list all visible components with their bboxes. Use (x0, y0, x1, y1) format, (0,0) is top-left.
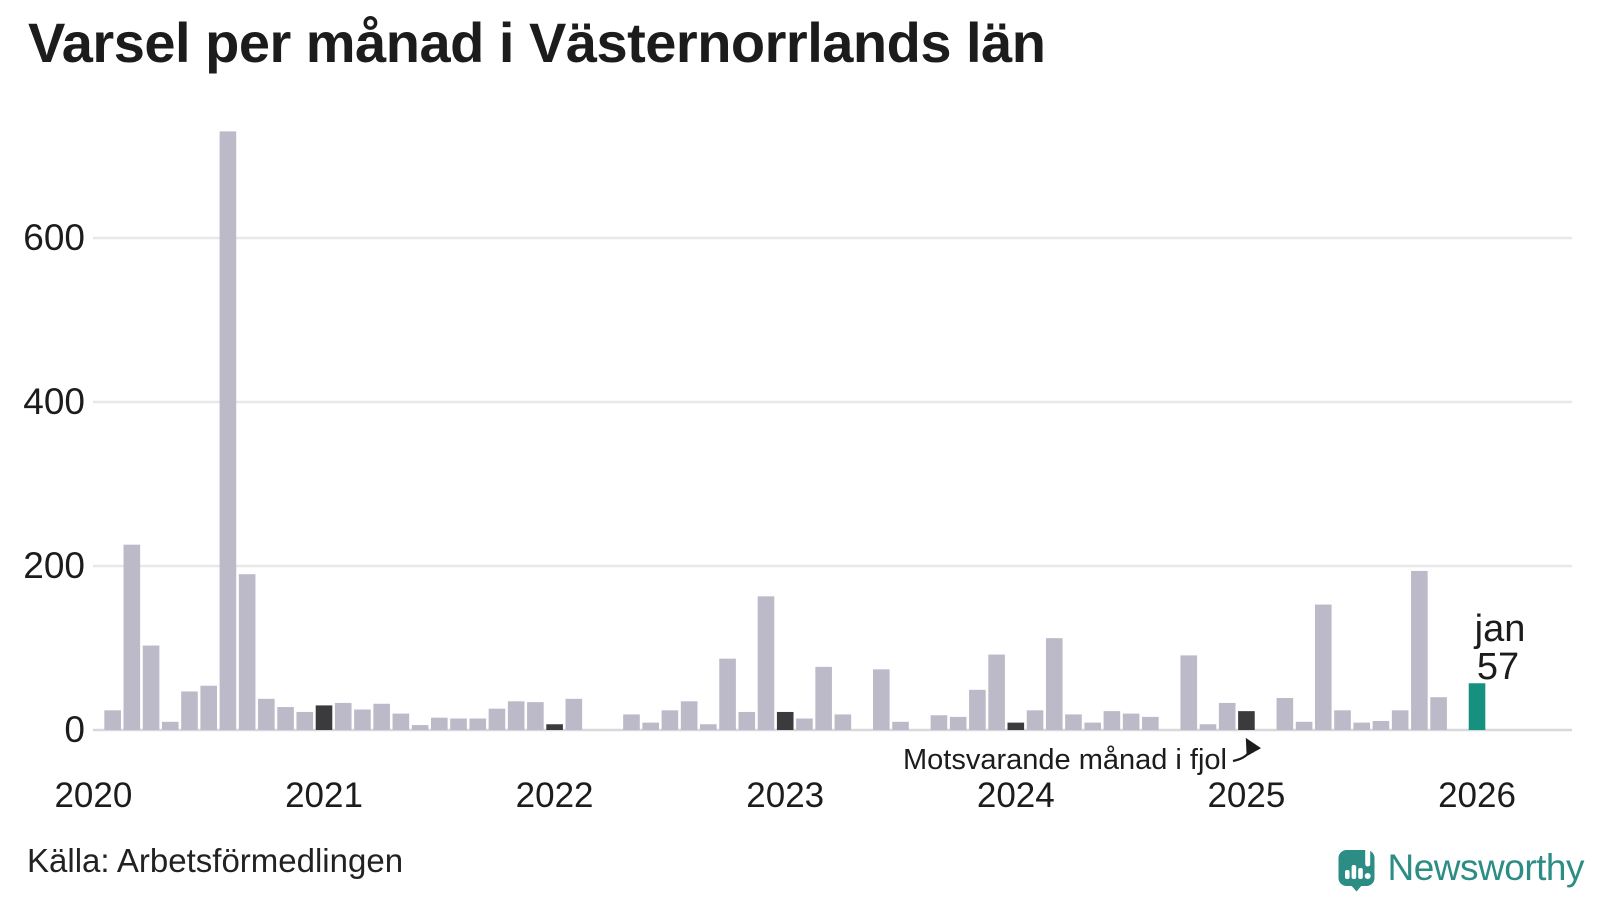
x-tick-label-2020: 2020 (54, 776, 132, 815)
bar-2025-01 (1238, 711, 1255, 730)
bar-2025-06 (1334, 710, 1351, 730)
bar-2025-10 (1411, 570, 1428, 730)
chart-bar-small (1344, 870, 1350, 879)
bar-2020-06 (181, 691, 198, 730)
bar-2020-07 (200, 685, 218, 730)
y-axis-labels: 0 200 400 600 (23, 217, 85, 750)
exclamation-dot (1364, 873, 1371, 879)
bar-2025-07 (1353, 722, 1371, 730)
x-tick-label-2021: 2021 (285, 776, 363, 815)
x-tick-label-2024: 2024 (977, 776, 1055, 815)
bar-2023-12 (988, 654, 1005, 730)
bar-2023-03 (815, 666, 832, 730)
bar-2020-02 (104, 710, 121, 730)
y-tick-label-400: 400 (23, 381, 85, 422)
newsworthy-logo-text: Newsworthy (1387, 846, 1585, 888)
bar-2021-09 (469, 718, 487, 730)
bar-2024-03 (1045, 638, 1063, 730)
bar-2023-06 (872, 669, 890, 730)
gridlines (93, 236, 1572, 732)
bar-2021-04 (373, 703, 390, 730)
bar-2021-08 (450, 718, 467, 730)
bar-2024-12 (1218, 702, 1236, 730)
chart-bar-medium (1357, 868, 1363, 879)
bar-2022-09 (700, 724, 717, 730)
bar-2024-10 (1180, 655, 1198, 730)
bar-2022-01 (546, 724, 563, 730)
bar-2021-06 (411, 725, 429, 730)
bar-2023-01 (776, 711, 794, 730)
bar-2025-03 (1276, 698, 1294, 730)
bar-2022-10 (719, 658, 736, 730)
bar-2025-05 (1314, 604, 1332, 730)
bar-2024-07 (1122, 713, 1140, 730)
speech-bubble-tail (1349, 884, 1363, 892)
x-axis-labels: 2020 2021 2022 2023 2024 2025 2026 (54, 776, 1515, 815)
bar-2022-11 (738, 711, 756, 730)
bar-2021-11 (507, 701, 525, 730)
bar-2020-11 (277, 707, 294, 730)
bar-2021-05 (392, 713, 410, 730)
bar-2023-07 (892, 721, 909, 730)
chart-bar-tall (1351, 865, 1356, 879)
newsworthy-logo-icon (1338, 846, 1374, 892)
bar-2025-08 (1372, 720, 1390, 730)
bar-2020-08 (219, 131, 237, 730)
x-tick-label-2026: 2026 (1438, 776, 1516, 815)
bar-2020-04 (142, 645, 160, 730)
bar-2024-05 (1084, 722, 1101, 730)
bar-2020-05 (161, 721, 179, 730)
bar-2024-04 (1065, 714, 1082, 730)
bar-2024-11 (1199, 724, 1217, 730)
bar-2024-06 (1103, 711, 1121, 730)
bar-2024-02 (1026, 710, 1044, 730)
x-tick-label-2022: 2022 (516, 776, 594, 815)
annotation-label: Motsvarande månad i fjol (903, 744, 1227, 776)
bar-2020-12 (296, 711, 314, 730)
bar-2023-11 (969, 689, 986, 730)
newsworthy-logo: Newsworthy (1337, 843, 1585, 892)
chart-title: Varsel per månad i Västernorrlands län (28, 11, 1046, 74)
bar-2022-02 (565, 698, 583, 730)
bar-2023-10 (949, 716, 967, 730)
exclamation-bar (1364, 846, 1370, 867)
bar-2020-09 (238, 574, 256, 730)
annotation-arrow (1232, 737, 1262, 763)
bar-2020-10 (258, 698, 275, 730)
bar-2023-02 (796, 718, 813, 730)
bar-2023-04 (834, 714, 852, 730)
bar-2022-07 (661, 710, 679, 730)
bar-2025-11 (1430, 697, 1447, 730)
bar-2021-07 (431, 717, 448, 730)
y-tick-label-200: 200 (23, 545, 85, 586)
bar-2021-03 (354, 709, 371, 730)
bar-2022-05 (623, 714, 640, 730)
bar-2021-01 (315, 705, 333, 730)
y-tick-label-0: 0 (64, 709, 85, 750)
source-label: Källa: Arbetsförmedlingen (27, 842, 404, 879)
bar-2022-08 (680, 701, 698, 730)
bar-2020-03 (123, 544, 141, 730)
highlight-value-label: 57 (1477, 646, 1519, 688)
y-tick-label-600: 600 (23, 217, 85, 258)
bar-2021-12 (527, 702, 544, 730)
highlight-month-label: jan (1474, 608, 1526, 650)
x-tick-label-2025: 2025 (1207, 776, 1285, 815)
bar-2024-01 (1007, 722, 1025, 730)
bar-2026-01 (1468, 683, 1486, 730)
bar-2021-02 (334, 702, 352, 730)
bar-2022-12 (757, 596, 775, 730)
x-tick-label-2023: 2023 (746, 776, 824, 815)
bar-2025-04 (1295, 721, 1313, 730)
bars (104, 131, 1486, 730)
bar-2021-10 (488, 708, 506, 730)
bar-2024-08 (1142, 716, 1159, 730)
bar-2022-06 (642, 722, 659, 730)
bar-2025-09 (1391, 710, 1409, 730)
bar-2023-09 (930, 715, 948, 730)
